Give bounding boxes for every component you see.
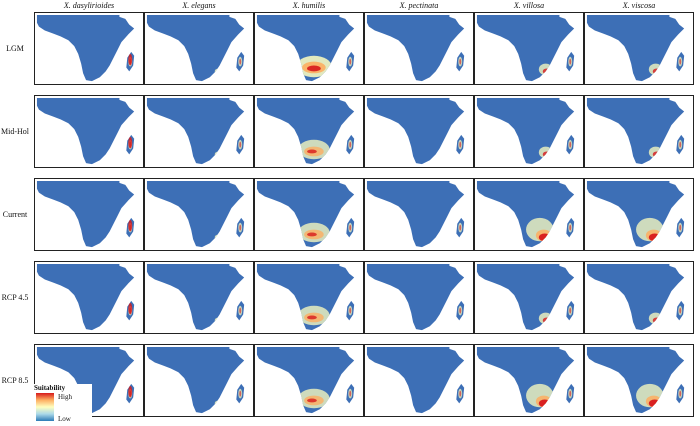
legend-high-label: High — [58, 393, 72, 401]
column-header-5: X. viscosa — [622, 1, 656, 10]
column-header-0: X. dasylirioides — [63, 1, 115, 10]
legend-title: Suitability — [34, 384, 66, 392]
suitability-map-2-0 — [34, 178, 144, 251]
suitability-map-2-5 — [584, 178, 694, 251]
column-header-1: X. elegans — [182, 1, 216, 10]
suitability-map-1-3 — [364, 95, 474, 168]
row-label-4: RCP 8.5 — [1, 376, 29, 385]
suitability-map-0-1 — [144, 12, 254, 85]
suitability-map-3-4 — [474, 261, 584, 334]
suitability-map-1-0 — [34, 95, 144, 168]
legend-color-ramp — [36, 393, 54, 421]
suitability-map-4-5 — [584, 344, 694, 417]
suitability-map-1-4 — [474, 95, 584, 168]
suitability-map-0-3 — [364, 12, 474, 85]
suitability-map-3-2 — [254, 261, 364, 334]
suitability-map-0-5 — [584, 12, 694, 85]
suitability-map-1-1 — [144, 95, 254, 168]
suitability-map-4-3 — [364, 344, 474, 417]
row-label-3: RCP 4.5 — [1, 293, 29, 302]
row-label-0: LGM — [6, 44, 24, 53]
suitability-map-1-2 — [254, 95, 364, 168]
suitability-map-4-4 — [474, 344, 584, 417]
suitability-map-4-2 — [254, 344, 364, 417]
suitability-map-3-1 — [144, 261, 254, 334]
column-header-4: X. villosa — [513, 1, 545, 10]
suitability-map-3-0 — [34, 261, 144, 334]
suitability-map-3-5 — [584, 261, 694, 334]
row-label-1: Mid-Hol — [1, 127, 29, 136]
suitability-map-0-2 — [254, 12, 364, 85]
suitability-map-3-3 — [364, 261, 474, 334]
suitability-map-2-3 — [364, 178, 474, 251]
suitability-map-2-1 — [144, 178, 254, 251]
column-header-3: X. pectinata — [399, 1, 439, 10]
suitability-map-1-5 — [584, 95, 694, 168]
column-header-2: X. humilis — [292, 1, 326, 10]
row-label-2: Current — [2, 210, 28, 219]
suitability-map-2-2 — [254, 178, 364, 251]
legend-low-label: Low — [58, 415, 71, 423]
suitability-map-4-1 — [144, 344, 254, 417]
suitability-map-0-4 — [474, 12, 584, 85]
suitability-map-2-4 — [474, 178, 584, 251]
suitability-map-0-0 — [34, 12, 144, 85]
suitability-legend: Suitability High Low — [34, 384, 92, 424]
